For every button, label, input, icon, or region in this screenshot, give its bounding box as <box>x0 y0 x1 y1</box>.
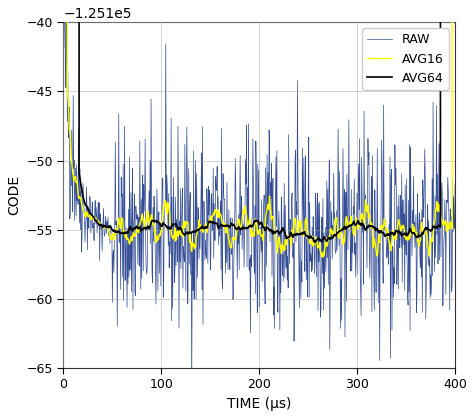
RAW <box>453 252 458 257</box>
X-axis label: TIME (μs): TIME (μs) <box>227 397 292 411</box>
AVG64 <box>336 229 342 234</box>
Line: RAW: RAW <box>64 0 456 387</box>
RAW <box>222 197 228 202</box>
AVG64 <box>139 227 145 232</box>
Legend: RAW, AVG16, AVG64: RAW, AVG16, AVG64 <box>362 28 449 90</box>
AVG16 <box>217 211 222 216</box>
AVG64 <box>221 224 227 229</box>
AVG16 <box>139 213 145 218</box>
Line: AVG16: AVG16 <box>64 0 456 257</box>
AVG64 <box>337 228 343 233</box>
RAW <box>236 241 241 246</box>
AVG16 <box>336 236 342 241</box>
RAW <box>337 169 342 174</box>
AVG64 <box>234 226 240 231</box>
RAW <box>139 191 145 196</box>
Line: AVG64: AVG64 <box>64 0 456 242</box>
AVG64 <box>312 240 318 245</box>
AVG16 <box>337 227 343 232</box>
AVG64 <box>217 224 222 229</box>
RAW <box>337 326 343 331</box>
Y-axis label: CODE: CODE <box>7 175 21 215</box>
RAW <box>189 385 194 390</box>
AVG16 <box>234 227 240 232</box>
AVG16 <box>320 255 326 260</box>
RAW <box>218 199 223 204</box>
AVG16 <box>221 220 227 225</box>
